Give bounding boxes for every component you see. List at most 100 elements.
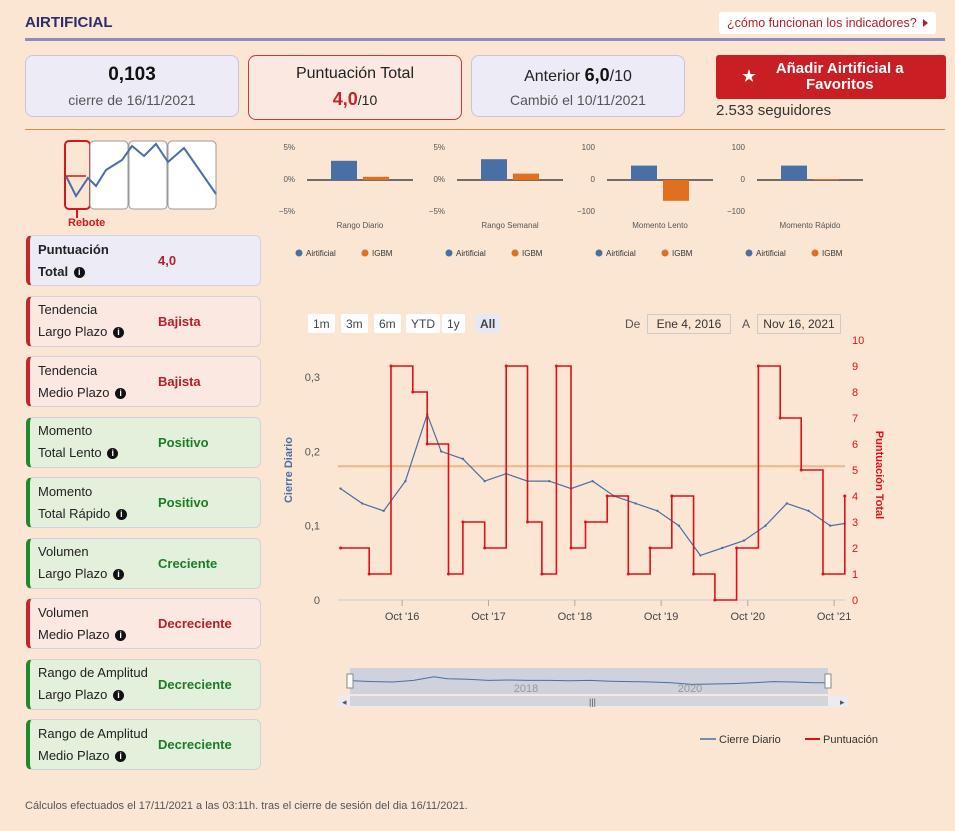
indicator-name: Tendencia Largo Plazo i — [38, 299, 158, 343]
score-point — [692, 572, 696, 576]
price-caption: cierre de 16/11/2021 — [68, 92, 196, 108]
mini-tick-label: 0% — [283, 175, 295, 184]
x-axis-tick: Oct '18 — [558, 611, 593, 623]
score-max: /10 — [357, 92, 378, 108]
range-button[interactable]: YTD — [406, 314, 440, 333]
pattern-line — [65, 142, 217, 198]
previous-max: /10 — [609, 67, 632, 85]
scroll-left-icon[interactable]: ◂ — [342, 697, 347, 707]
indicator-value: 4,0 — [158, 253, 177, 268]
left-axis-tick: 0,1 — [305, 521, 320, 533]
score-point — [504, 364, 508, 368]
indicator-name-line1: Rango de Amplitud — [38, 725, 148, 741]
mini-tick-label: 100 — [582, 143, 596, 152]
score-point — [483, 546, 487, 550]
indicator-name-line2: Medio Plazo i — [38, 624, 158, 646]
right-axis-tick: 1 — [852, 569, 858, 581]
mini-bar-igbm — [513, 173, 539, 180]
page-title: AIRTIFICIAL — [25, 14, 113, 31]
mini-bar-airtificial — [481, 159, 507, 180]
indicator-value: Decreciente — [158, 676, 232, 692]
score-point — [821, 572, 825, 576]
right-axis-tick: 7 — [852, 413, 858, 425]
series-close-line — [340, 412, 845, 557]
score-point — [799, 468, 803, 472]
pattern-box — [89, 140, 129, 210]
close-point — [699, 554, 702, 557]
score-label: Puntuación Total — [295, 65, 414, 82]
previous-value: 6,0 — [584, 64, 610, 85]
info-icon[interactable]: i — [115, 387, 127, 399]
indicator-card: Tendencia Largo Plazo i Bajista — [26, 295, 261, 347]
mini-tick-label: −5% — [429, 207, 445, 216]
right-axis-tick: 2 — [852, 543, 858, 555]
legend-score-label[interactable]: Puntuación — [823, 734, 878, 746]
indicator-value: Decreciente — [158, 616, 232, 631]
mini-tick-label: 0 — [591, 175, 596, 184]
score-point — [425, 442, 429, 446]
indicator-name: Momento Total Rápido i — [38, 481, 158, 525]
score-point — [735, 546, 739, 550]
close-point — [634, 502, 637, 505]
navigator[interactable]: 2018 2020 ◂ ▸ ||| — [338, 668, 848, 707]
navigator-handle-left[interactable] — [346, 673, 354, 689]
navigator-scroll-thumb[interactable] — [350, 696, 828, 706]
indicator-name-line2-text: Total Lento — [38, 445, 102, 460]
legend-dot-igbm — [661, 249, 669, 257]
navigator-window[interactable] — [350, 668, 828, 694]
mini-tick-label: 100 — [732, 143, 746, 152]
info-icon[interactable]: i — [115, 508, 127, 520]
range-button[interactable]: 3m — [341, 314, 368, 333]
indicator-value: Bajista — [158, 374, 201, 389]
info-icon[interactable]: i — [115, 750, 127, 762]
indicator-card: Tendencia Medio Plazo i Bajista — [26, 356, 261, 407]
indicator-name: Momento Total Lento i — [38, 420, 158, 464]
info-icon[interactable]: i — [113, 690, 125, 702]
indicator-name: Rango de Amplitud Largo Plazo i — [38, 662, 158, 706]
indicator-name-line2: Total Lento i — [38, 442, 158, 464]
legend-dot-igbm — [511, 249, 519, 257]
legend-close-label[interactable]: Cierre Diario — [719, 734, 781, 746]
range-button[interactable]: All — [475, 314, 501, 333]
navigator-handle-right[interactable] — [824, 673, 832, 689]
mini-charts: 5% 0% −5% Rango Diario Airtificial IGBM 5% 0% −5… — [279, 143, 863, 258]
mini-tick-label: 0 — [741, 175, 746, 184]
add-favorite-button[interactable]: ★ Añadir Airtificial a Favoritos — [716, 55, 946, 99]
previous-label-wrap: Anterior 6,0/10 — [524, 65, 632, 86]
left-axis-label: Cierre Diario — [283, 437, 295, 503]
help-link[interactable]: ¿cómo funcionan los indicadores? — [719, 12, 936, 34]
indicator-name-line2: Largo Plazo i — [38, 563, 158, 585]
to-date-input[interactable]: Nov 16, 2021 — [757, 314, 841, 334]
info-icon[interactable]: i — [113, 327, 125, 339]
indicator-value: Bajista — [158, 313, 201, 329]
right-axis-tick: 9 — [852, 361, 858, 373]
legend-dot-airtificial — [595, 249, 603, 257]
indicator-name-line1: Momento — [38, 423, 93, 438]
x-axis-tick: Oct '20 — [731, 611, 766, 623]
info-icon[interactable]: i — [115, 629, 127, 641]
mini-chart: 100 0 −100 Momento Rápido Airtificial IGBM — [727, 143, 863, 258]
info-icon[interactable]: i — [113, 569, 125, 581]
mini-chart-title: Rango Diario — [337, 221, 384, 230]
right-axis-label: Puntuación Total — [873, 431, 885, 519]
indicator-card: Volumen Largo Plazo i Creciente — [26, 537, 261, 589]
range-button[interactable]: 1y — [442, 314, 465, 333]
from-date-input[interactable]: Ene 4, 2016 — [647, 314, 731, 334]
info-icon[interactable]: i — [73, 266, 85, 278]
scroll-right-icon[interactable]: ▸ — [840, 697, 845, 707]
range-button[interactable]: 1m — [308, 314, 335, 333]
add-favorite-label: Añadir Airtificial a Favoritos — [775, 60, 904, 93]
indicator-card: Volumen Medio Plazo i Decreciente — [26, 598, 261, 649]
pattern-box — [128, 140, 168, 210]
right-axis-tick: 0 — [852, 595, 858, 607]
mini-tick-label: 5% — [433, 143, 445, 152]
indicator-value: Creciente — [158, 555, 218, 571]
range-button[interactable]: 6m — [374, 314, 401, 333]
right-axis-tick: 8 — [852, 387, 858, 399]
info-icon[interactable]: i — [107, 448, 119, 460]
close-point — [382, 509, 385, 513]
close-point — [785, 502, 789, 505]
indicator-name-line2: Medio Plazo i — [38, 382, 158, 404]
navigator-label: 2020 — [678, 683, 702, 695]
mini-bar-airtificial — [781, 165, 807, 180]
